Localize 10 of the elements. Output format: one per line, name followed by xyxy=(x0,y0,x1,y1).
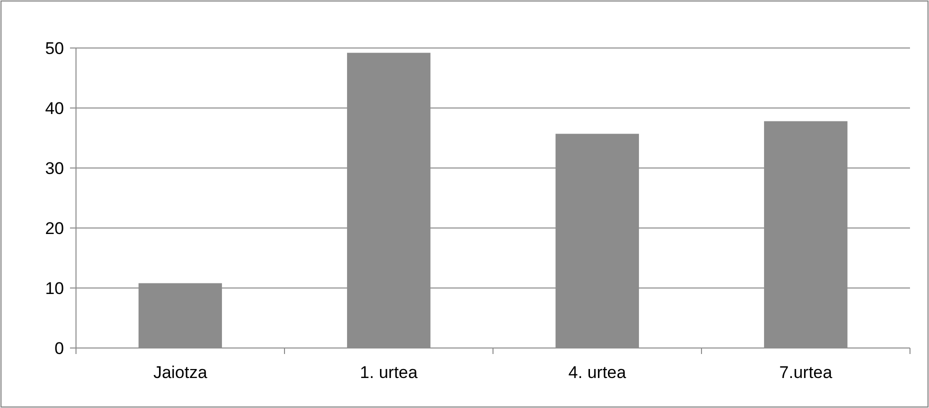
x-tick-label: Jaiotza xyxy=(153,363,208,382)
y-tick-label: 30 xyxy=(45,158,64,178)
y-tick-label: 0 xyxy=(54,338,64,358)
x-tick-label: 7.urtea xyxy=(779,363,833,382)
y-tick-label: 20 xyxy=(45,218,64,238)
x-tick-label: 1. urtea xyxy=(360,363,418,382)
x-tick-label: 4. urtea xyxy=(568,363,627,382)
y-tick-label: 50 xyxy=(45,38,64,58)
y-tick-label: 40 xyxy=(45,98,64,118)
y-tick-label: 10 xyxy=(45,278,64,298)
